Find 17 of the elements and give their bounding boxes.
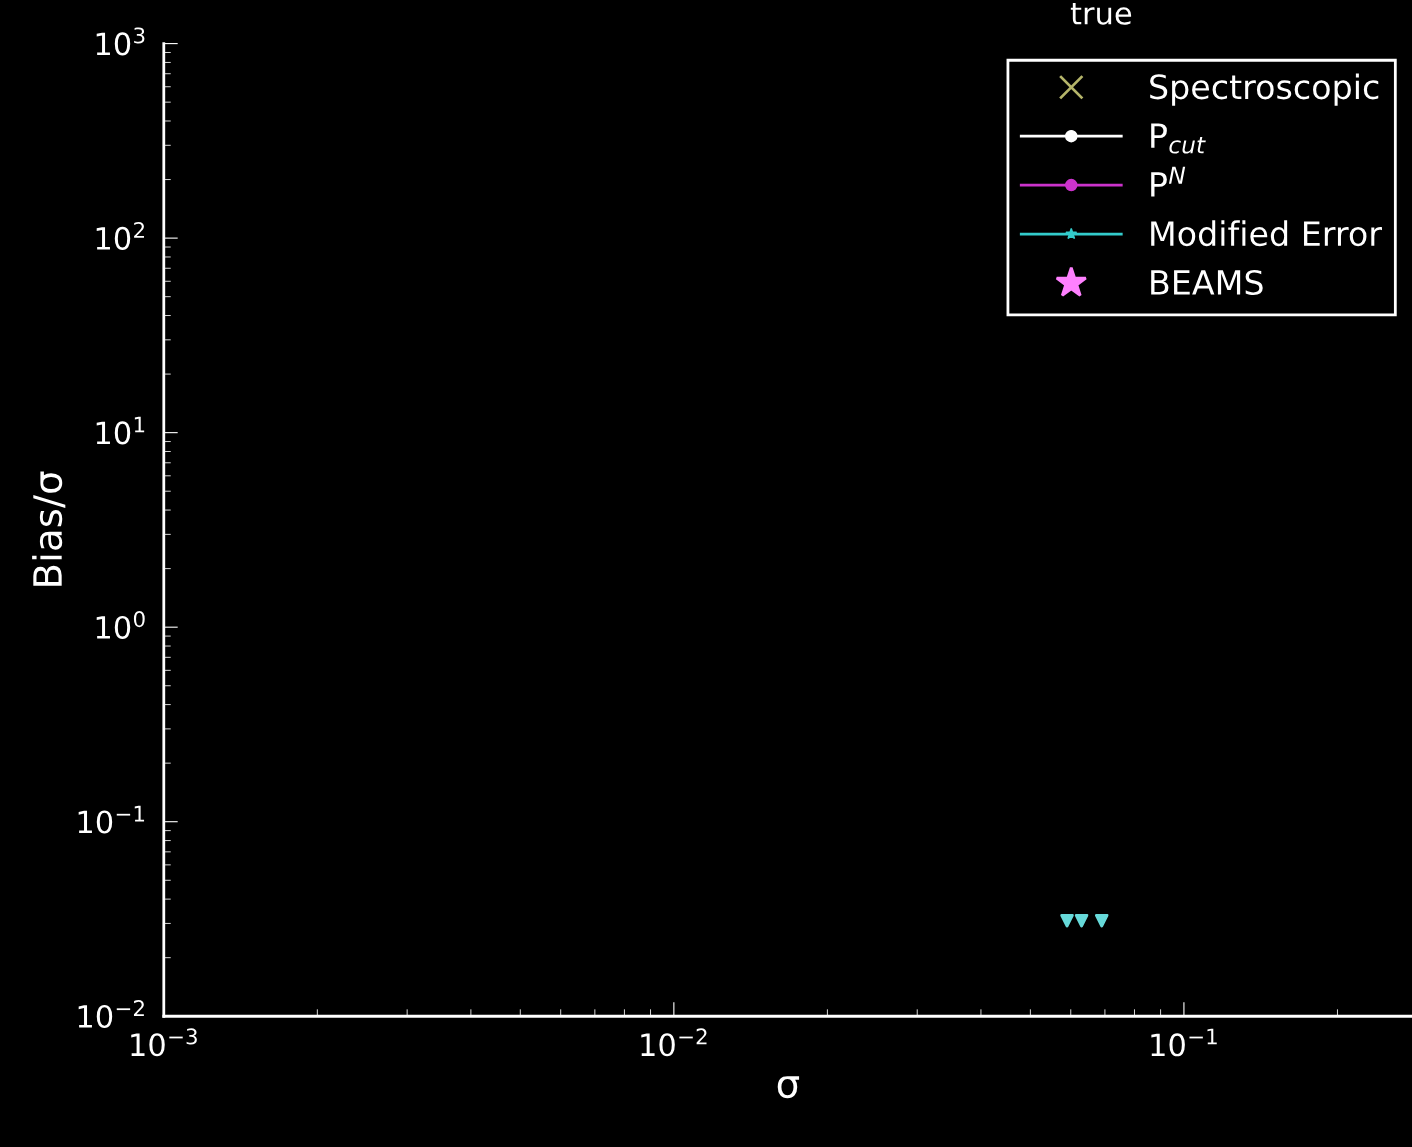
legend-label: BEAMS bbox=[1151, 269, 1263, 296]
y-tick-label: 10$^{3}$ bbox=[96, 27, 145, 56]
x-tick-label: 10$^{−3}$ bbox=[131, 1028, 197, 1057]
y-tick-label: 10$^{2}$ bbox=[96, 221, 144, 250]
legend-label: Spectroscopic bbox=[1150, 73, 1379, 106]
legend-label: P$^{N}$ bbox=[1151, 166, 1186, 197]
legend-label: P$_{cut}$ bbox=[1151, 123, 1206, 154]
text: true bbox=[1070, 2, 1132, 25]
legend-label: Modified Error bbox=[1151, 220, 1382, 247]
y-tick-label: 10$^{0}$ bbox=[96, 610, 145, 639]
y-tick-label: 10$^{−1}$ bbox=[78, 805, 145, 834]
y-tick-label: 10$^{1}$ bbox=[96, 416, 145, 445]
x-tick-label: 10$^{−1}$ bbox=[1151, 1028, 1217, 1057]
x-tick-label: 10$^{−2}$ bbox=[641, 1028, 707, 1057]
x-axis-title: σ bbox=[777, 1076, 800, 1099]
y-axis-title: Bias/σ bbox=[32, 471, 66, 586]
y-tick-label: 10$^{−2}$ bbox=[78, 1000, 144, 1029]
